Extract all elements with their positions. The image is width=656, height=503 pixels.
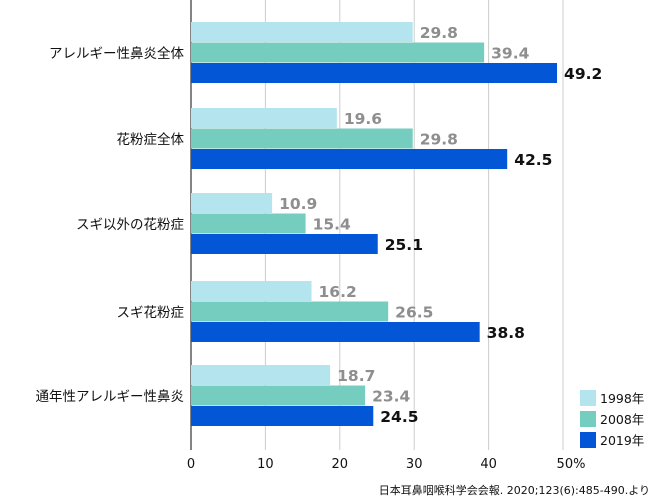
- category-label: アレルギー性鼻炎全体: [49, 45, 184, 62]
- data-label: 10.9: [279, 195, 317, 213]
- legend-label: 2008年: [600, 412, 644, 427]
- category-label: スギ花粉症: [117, 305, 185, 321]
- bar: [191, 365, 331, 385]
- tick-label: 10: [257, 457, 274, 472]
- bar-series: 29.8 39.4 49.2 19.6 29.8 42.5 10.9 15.4 25.1 16.2…: [191, 22, 602, 426]
- bar: [191, 281, 312, 301]
- legend-swatch: [580, 390, 596, 406]
- bar: [191, 63, 558, 83]
- bar: [191, 193, 273, 213]
- tick-label: 50%: [557, 457, 586, 472]
- data-label: 42.5: [514, 151, 552, 169]
- legend-swatch: [580, 432, 596, 448]
- legend-swatch: [580, 411, 596, 427]
- bar: [191, 42, 485, 63]
- data-label: 29.8: [420, 131, 458, 149]
- bar: [191, 149, 508, 169]
- data-label: 19.6: [344, 110, 382, 128]
- tick-label: 40: [480, 457, 497, 472]
- category-label: 通年性アレルギー性鼻炎: [36, 388, 185, 405]
- data-label: 39.4: [491, 45, 529, 63]
- bar: [191, 322, 480, 342]
- data-label: 29.8: [420, 24, 458, 42]
- tick-label: 30: [406, 457, 423, 472]
- tick-label: 0: [187, 457, 195, 472]
- category-label: スギ以外の花粉症: [76, 217, 184, 233]
- data-label: 23.4: [372, 388, 410, 406]
- bar: [191, 234, 378, 254]
- data-label: 25.1: [385, 236, 423, 254]
- bar: [191, 406, 374, 426]
- legend-label: 2019年: [600, 433, 644, 448]
- data-label: 15.4: [313, 216, 351, 234]
- legend-label: 1998年: [600, 391, 644, 406]
- bar: [191, 108, 337, 128]
- category-label: 花粉症全体: [117, 131, 185, 148]
- data-label: 49.2: [564, 65, 602, 83]
- bar: [191, 22, 413, 42]
- source-note: 日本耳鼻咽喉科学会会報. 2020;123(6):485-490.より: [378, 484, 650, 497]
- bar: [191, 128, 413, 149]
- data-label: 16.2: [319, 283, 357, 301]
- data-label: 24.5: [380, 408, 418, 426]
- data-label: 26.5: [395, 304, 433, 322]
- tick-label: 20: [332, 457, 349, 472]
- legend: 1998年 2008年 2019年: [580, 390, 644, 448]
- bar: [191, 213, 306, 234]
- bar: [191, 301, 389, 322]
- data-label: 38.8: [487, 324, 525, 342]
- bar: [191, 385, 366, 406]
- data-label: 18.7: [337, 367, 375, 385]
